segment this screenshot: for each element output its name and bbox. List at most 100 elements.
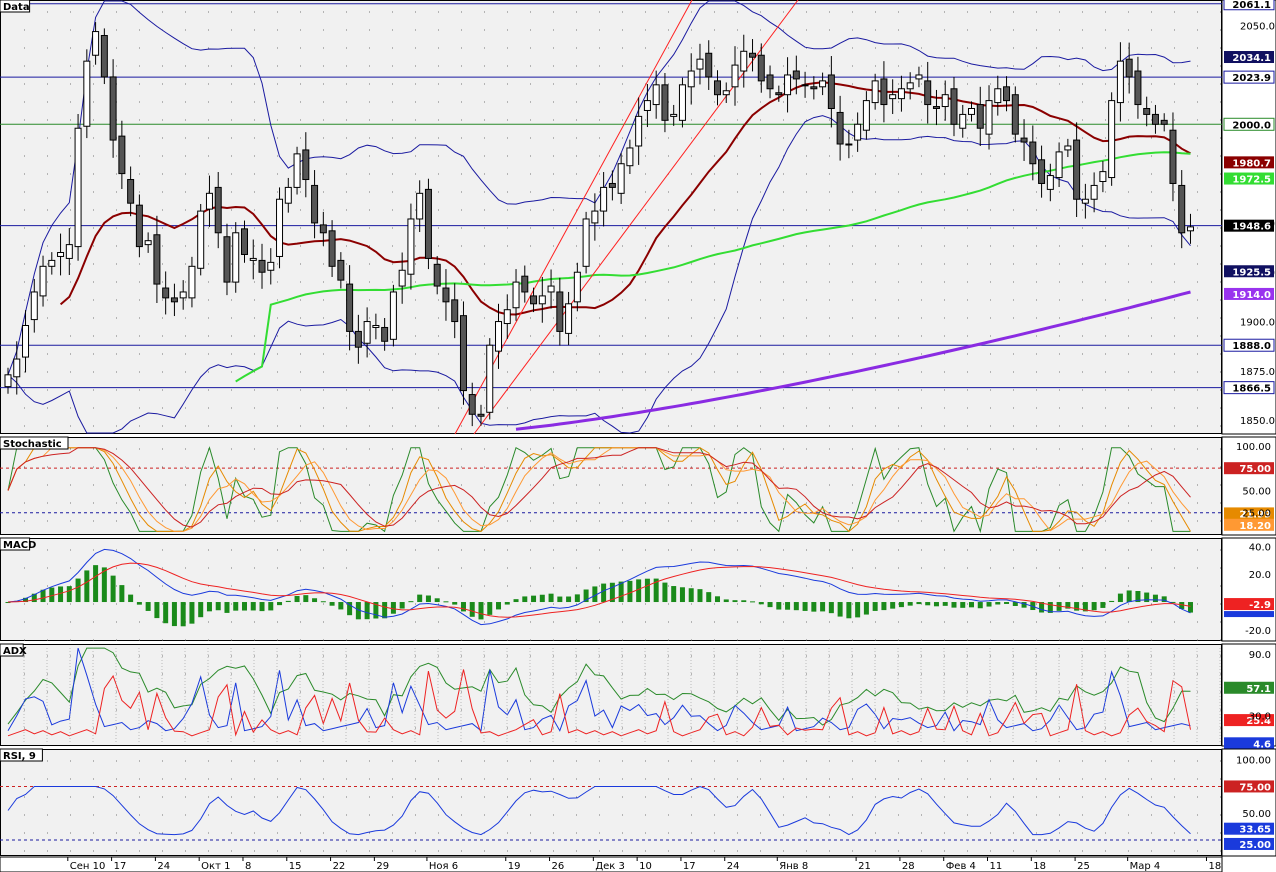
candle: [302, 132, 310, 198]
macd-histogram-bar: [1144, 592, 1150, 603]
candle: [363, 307, 371, 358]
macd-histogram-bar: [557, 596, 563, 603]
panel-frame: [0, 437, 1222, 535]
candle-body: [1029, 141, 1037, 165]
candle-body: [617, 163, 625, 194]
stoch-line: [7, 447, 1191, 528]
candle-body: [819, 80, 827, 88]
price-axis: [1221, 643, 1276, 747]
date-label: 8: [245, 861, 251, 872]
macd-histogram-bar: [180, 602, 186, 627]
ma-20-line: [59, 81, 1191, 316]
date-axis: Сен 10 17 24 Окт 1 8 15 22 29 Ноя 6 19 26 Дек 3 10 17…: [0, 856, 1223, 872]
candle: [30, 278, 38, 333]
candle: [39, 255, 47, 307]
macd-histogram-bar: [785, 602, 791, 610]
candle-body: [591, 210, 599, 224]
value-label: 25.4: [1246, 716, 1271, 727]
value-label-bg: [1224, 598, 1274, 611]
candle: [109, 59, 117, 158]
macd-histogram-bar: [224, 602, 230, 613]
macd-histogram-bar: [136, 602, 142, 605]
value-label: 1914.0: [1232, 290, 1271, 301]
macd-histogram-bar: [171, 602, 177, 627]
macd-histogram-bar: [522, 596, 528, 603]
level-label-bg: [1223, 381, 1275, 395]
candle: [880, 61, 888, 123]
candle: [985, 85, 993, 150]
rsi-line: [7, 785, 1191, 836]
candle: [372, 313, 380, 340]
candle: [328, 220, 336, 277]
candle: [608, 170, 616, 201]
panel-title: ADX: [3, 646, 27, 657]
macd-histogram-bar: [443, 601, 449, 603]
candle: [1020, 119, 1028, 161]
macd-histogram-bar: [504, 602, 510, 605]
candle-body: [705, 52, 713, 78]
candle-body: [968, 108, 976, 115]
candle-body: [862, 100, 870, 131]
macd-histogram-bar: [285, 600, 291, 603]
candle-body: [372, 325, 380, 328]
y-tick-label: 100.00: [1236, 442, 1271, 453]
candle-body: [582, 218, 590, 267]
candle: [591, 193, 599, 241]
date-label: 11: [990, 861, 1003, 872]
candle-body: [398, 269, 406, 287]
candle-body: [214, 186, 222, 234]
candle-body: [30, 291, 38, 321]
candle: [1186, 213, 1194, 244]
date-label: Окт 1: [201, 861, 230, 872]
macd-histogram-bar: [732, 600, 738, 603]
candle: [757, 43, 765, 93]
macd-histogram-bar: [531, 595, 537, 603]
candle: [65, 228, 73, 275]
candle-body: [162, 287, 170, 299]
candle-body: [1099, 171, 1107, 182]
candle: [442, 269, 450, 321]
candle-body: [924, 80, 932, 106]
candle-body: [512, 281, 520, 309]
candle: [661, 72, 669, 133]
value-label: 2034.1: [1232, 53, 1271, 64]
macd-histogram-bar: [364, 602, 370, 620]
panel-title: Data: [3, 2, 30, 13]
candle: [153, 215, 161, 304]
candle: [92, 22, 100, 65]
macd-histogram-bar: [268, 602, 274, 611]
macd-histogram-bar: [66, 586, 72, 603]
y-tick-label: 50.00: [1242, 486, 1271, 497]
candle: [1099, 160, 1107, 193]
macd-signal-line: [7, 562, 1191, 618]
candle: [205, 175, 213, 227]
candle-body: [600, 186, 608, 212]
candle: [740, 34, 748, 88]
date-label: Мар 4: [1130, 861, 1161, 872]
candle-body: [1178, 184, 1186, 234]
panel-macd: -2.9 MACD 40.0 20.0 -20.0: [0, 537, 1276, 642]
value-label-bg: [1224, 780, 1274, 793]
candle: [100, 28, 108, 85]
macd-histogram-bar: [425, 595, 431, 603]
candle-body: [416, 192, 424, 220]
bollinger-lower: [7, 115, 1191, 434]
candle: [713, 70, 721, 106]
value-label: 33.65: [1239, 825, 1271, 836]
macd-histogram-bar: [259, 602, 265, 612]
panel-frame: [0, 749, 1222, 856]
value-label-bg: [1224, 172, 1274, 185]
candle: [249, 239, 257, 280]
macd-histogram-bar: [881, 602, 887, 611]
date-label: 22: [333, 861, 346, 872]
y-tick-label: 50.00: [1242, 809, 1271, 820]
macd-histogram-bar: [1135, 591, 1141, 603]
macd-histogram-bar: [1074, 602, 1080, 611]
candle-body: [39, 265, 47, 297]
macd-histogram-bar: [84, 570, 90, 603]
candle-body: [205, 192, 213, 210]
candle: [1178, 170, 1186, 249]
candle-body: [792, 70, 800, 80]
y-tick-label: 40.0: [1249, 542, 1271, 553]
panel-title-box: [0, 436, 69, 450]
